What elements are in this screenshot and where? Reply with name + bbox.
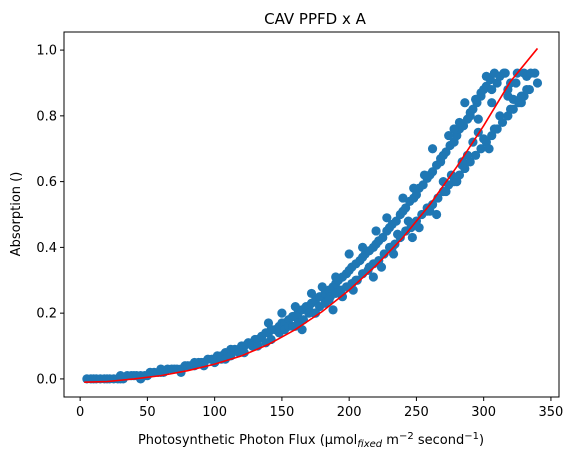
- x-tick-label: 350: [539, 405, 564, 420]
- scatter-point: [505, 104, 516, 114]
- scatter-point: [484, 144, 494, 154]
- scatter-point: [388, 249, 399, 259]
- scatter-point: [379, 249, 389, 259]
- scatter-point: [414, 223, 424, 233]
- scatter-point: [398, 193, 408, 203]
- y-tick-label: 1.0: [36, 44, 57, 59]
- scatter-point: [425, 206, 435, 216]
- scatter-point: [530, 68, 540, 78]
- scatter-point: [441, 147, 451, 157]
- scatter-point: [306, 288, 317, 299]
- x-tick-label: 250: [404, 405, 429, 420]
- scatter-point: [136, 374, 146, 384]
- scatter-point: [368, 272, 378, 282]
- scatter-point: [263, 318, 274, 328]
- plot-area: [82, 47, 543, 384]
- y-axis-label: Absorption (): [9, 172, 24, 257]
- y-axis: 0.0 0.2 0.4 0.6 0.8 1.0: [36, 44, 64, 387]
- scatter-point: [503, 91, 513, 101]
- scatter-point: [378, 232, 388, 243]
- scatter-point: [454, 117, 465, 128]
- fit-curve: [84, 47, 539, 383]
- scatter-point: [460, 98, 470, 108]
- scatter-point: [511, 78, 521, 88]
- scatter-point: [376, 262, 387, 272]
- scatter-point: [310, 308, 321, 318]
- scatter-point: [471, 150, 481, 160]
- scatter-point: [500, 68, 510, 78]
- scatter-point: [457, 157, 467, 167]
- scatter-point: [487, 98, 497, 108]
- scatter-point: [403, 216, 413, 226]
- scatter-point: [407, 232, 417, 243]
- scatter-point: [452, 177, 462, 187]
- scatter-point: [489, 124, 500, 134]
- scatter-point: [392, 229, 403, 239]
- scatter-point: [382, 213, 392, 223]
- x-tick-label: 200: [337, 405, 362, 420]
- x-tick-label: 100: [202, 405, 227, 420]
- x-tick-label: 50: [139, 405, 156, 420]
- scatter-point: [479, 134, 489, 144]
- scatter-point: [418, 180, 428, 190]
- scatter-point: [115, 371, 126, 381]
- scatter-point: [317, 282, 327, 292]
- y-tick-label: 0.6: [36, 175, 57, 190]
- x-axis-label-unit-m: m: [382, 433, 399, 448]
- scatter-point: [476, 88, 486, 98]
- x-axis-label: Photosynthetic Photon Flux (µmolfixed m−…: [138, 431, 484, 450]
- x-axis-label-superscript-2: −1: [464, 431, 479, 442]
- y-tick-label: 0.0: [36, 372, 57, 387]
- scatter-point: [358, 242, 368, 252]
- x-axis-label-superscript-1: −2: [399, 431, 414, 442]
- x-axis-label-subscript: fixed: [357, 439, 383, 450]
- scatter-point: [441, 186, 451, 197]
- scatter-point: [364, 262, 374, 272]
- scatter-point: [532, 78, 543, 88]
- scatter-point: [427, 167, 438, 177]
- x-tick-label: 0: [76, 405, 84, 420]
- chart-title: CAV PPFD x A: [264, 10, 366, 28]
- scatter-point: [344, 249, 354, 259]
- scatter-point: [522, 84, 532, 95]
- scatter-point: [487, 84, 497, 95]
- scatter-point: [495, 111, 505, 121]
- x-axis-label-suffix: ): [479, 433, 484, 448]
- scatter-point: [409, 183, 419, 193]
- scatter-point: [444, 130, 454, 141]
- scatter-point: [189, 357, 200, 368]
- scatter-point: [481, 71, 491, 81]
- scatter-point: [324, 295, 334, 305]
- scatter-point: [328, 305, 338, 315]
- scatter-point: [290, 301, 300, 312]
- scatter-point: [371, 226, 381, 236]
- x-axis: 0 50 100 150 200 250 300 350: [76, 397, 563, 420]
- x-axis-label-prefix: Photosynthetic Photon Flux (µmol: [138, 433, 357, 448]
- y-tick-label: 0.8: [36, 109, 57, 124]
- x-tick-label: 150: [269, 405, 294, 420]
- scatter-point: [277, 308, 287, 318]
- scatter-point: [465, 111, 475, 121]
- scatter-point: [473, 114, 483, 124]
- scatter-point: [156, 364, 166, 374]
- scatter-point: [516, 91, 526, 101]
- fit-curve-layer: [84, 47, 539, 383]
- scatter-point: [449, 124, 459, 134]
- scatter-point: [419, 170, 430, 180]
- scatter-point: [427, 144, 438, 154]
- scatter-point: [438, 177, 448, 187]
- y-tick-label: 0.4: [36, 241, 57, 256]
- scatter-point: [476, 144, 486, 154]
- x-tick-label: 300: [471, 405, 496, 420]
- scatter-point: [401, 203, 411, 213]
- axes-frame: [63, 31, 560, 398]
- scatter-point: [436, 154, 446, 164]
- scatter-point: [471, 94, 481, 105]
- scatter-point: [331, 272, 341, 282]
- x-axis-label-unit-second: second: [414, 433, 465, 448]
- scatter-point: [391, 216, 401, 226]
- y-tick-label: 0.2: [36, 307, 57, 322]
